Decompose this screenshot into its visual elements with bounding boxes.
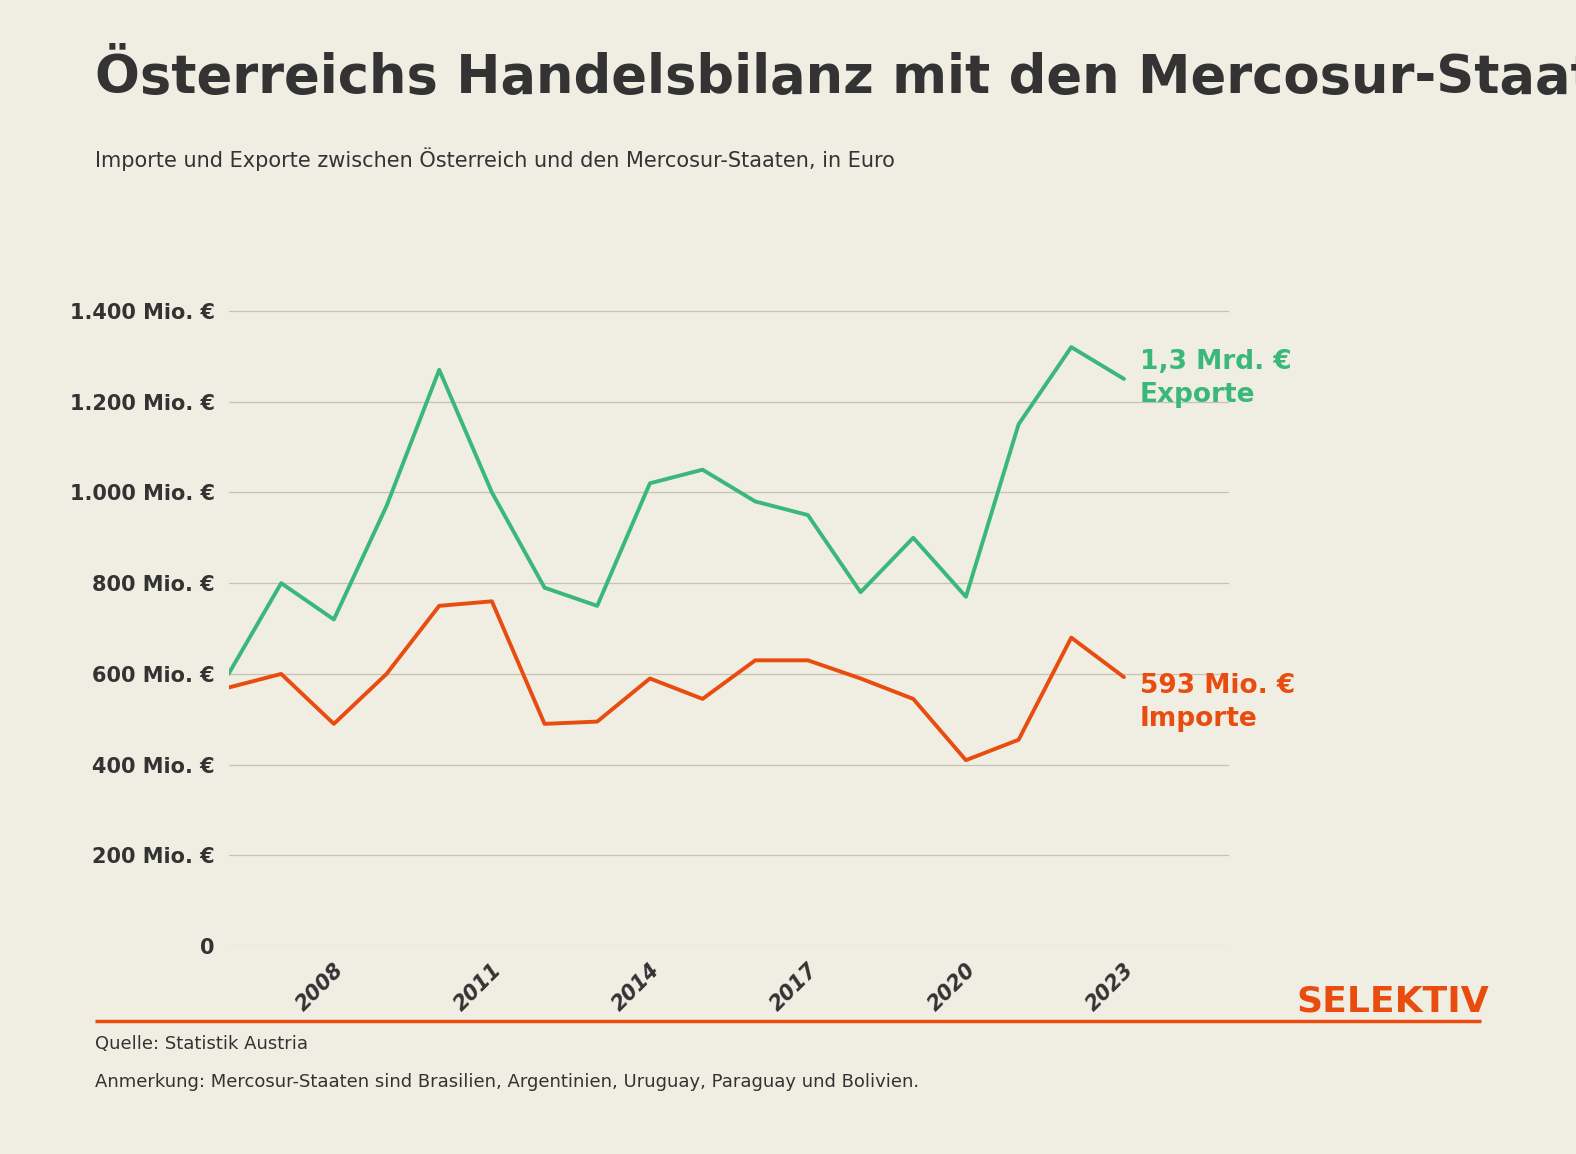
Text: SELEKTIV: SELEKTIV [1297, 986, 1489, 1019]
Text: Quelle: Statistik Austria: Quelle: Statistik Austria [95, 1035, 307, 1054]
Text: 1,3 Mrd. €
Exporte: 1,3 Mrd. € Exporte [1139, 350, 1291, 409]
Text: Importe und Exporte zwischen Österreich und den Mercosur-Staaten, in Euro: Importe und Exporte zwischen Österreich … [95, 148, 895, 171]
Text: Anmerkung: Mercosur-Staaten sind Brasilien, Argentinien, Uruguay, Paraguay und B: Anmerkung: Mercosur-Staaten sind Brasili… [95, 1073, 919, 1092]
Text: 593 Mio. €
Importe: 593 Mio. € Importe [1139, 673, 1295, 732]
Text: Österreichs Handelsbilanz mit den Mercosur-Staaten: Österreichs Handelsbilanz mit den Mercos… [95, 52, 1576, 104]
